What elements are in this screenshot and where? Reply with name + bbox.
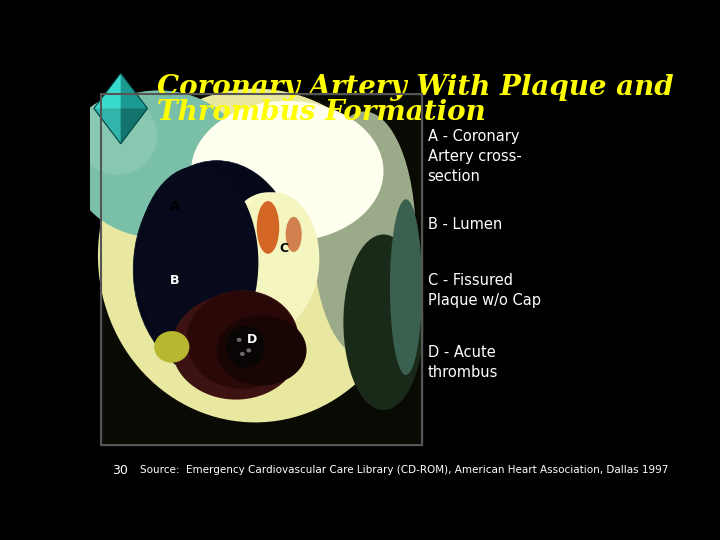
Bar [101,94,422,446]
Ellipse shape [191,101,384,241]
Ellipse shape [343,234,423,410]
Ellipse shape [77,97,157,175]
Ellipse shape [154,331,189,363]
Text: A - Coronary
Artery cross-
section: A - Coronary Artery cross- section [428,129,521,184]
Ellipse shape [217,315,307,386]
Polygon shape [121,73,148,144]
Bar [101,94,422,446]
Text: 30: 30 [112,464,128,477]
Ellipse shape [133,161,300,379]
Ellipse shape [237,338,241,342]
Text: D: D [247,333,257,346]
Ellipse shape [172,294,300,400]
Text: A: A [170,200,180,213]
Ellipse shape [226,326,265,368]
Ellipse shape [240,352,245,356]
Ellipse shape [186,291,299,389]
Polygon shape [94,73,148,109]
Ellipse shape [220,192,316,333]
Text: Source:  Emergency Cardiovascular Care Library (CD-ROM), American Heart Associat: Source: Emergency Cardiovascular Care Li… [140,465,669,475]
Text: D - Acute
thrombus: D - Acute thrombus [428,346,498,380]
Ellipse shape [71,90,247,238]
Text: C: C [279,242,289,255]
Ellipse shape [230,192,320,326]
Ellipse shape [390,199,422,375]
Text: B: B [170,274,180,287]
Polygon shape [94,73,121,144]
Ellipse shape [257,201,279,254]
Text: Thrombus Formation: Thrombus Formation [157,99,486,126]
Ellipse shape [286,217,302,252]
Ellipse shape [98,89,413,422]
Ellipse shape [313,111,415,357]
Text: C - Fissured
Plaque w/o Cap: C - Fissured Plaque w/o Cap [428,273,541,307]
Polygon shape [94,109,148,144]
Text: B - Lumen: B - Lumen [428,217,502,232]
Text: Coronary Artery With Plaque and: Coronary Artery With Plaque and [157,74,674,101]
Ellipse shape [246,348,251,353]
Ellipse shape [137,166,258,359]
